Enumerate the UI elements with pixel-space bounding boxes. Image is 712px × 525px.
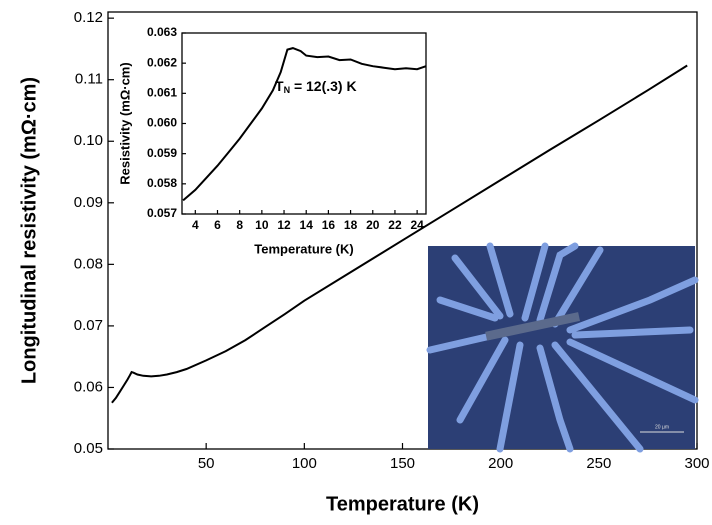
x-tick-label: 8: [236, 218, 243, 232]
y-tick-label: 0.063: [147, 25, 177, 39]
data-line: [111, 64, 688, 404]
y-tick-label: 0.09: [74, 194, 103, 211]
x-tick-label: 50: [198, 455, 215, 472]
x-axis-label: Temperature (K): [254, 241, 353, 256]
y-axis-label: Resistivity (mΩ·cm): [117, 62, 132, 184]
x-tick-label: 6: [214, 218, 221, 232]
electrodes: [426, 242, 699, 453]
x-tick-label: 10: [255, 218, 269, 232]
y-tick-label: 0.08: [74, 255, 103, 272]
y-tick-label: 0.061: [147, 86, 177, 100]
data-line: [182, 47, 427, 202]
micrograph: 20 µm: [426, 242, 699, 453]
annotation: TN = 12(.3) K: [275, 78, 357, 96]
y-tick-label: 0.06: [74, 378, 103, 395]
x-tick-label: 100: [292, 455, 317, 472]
plot-frame: [107, 11, 698, 450]
y-tick-label: 0.058: [147, 176, 177, 190]
x-tick-label: 22: [388, 218, 402, 232]
y-tick-label: 0.05: [74, 440, 103, 457]
x-tick-label: 16: [322, 218, 336, 232]
y-tick-label: 0.07: [74, 317, 103, 334]
x-tick-label: 150: [390, 455, 415, 472]
x-tick-label: 20: [366, 218, 380, 232]
annotation-part: T: [275, 78, 284, 94]
y-tick-label: 0.12: [74, 9, 103, 26]
inset-bg: [182, 33, 426, 214]
plot-frame: [181, 32, 427, 215]
x-axis-label: Temperature (K): [326, 493, 479, 515]
y-tick-label: 0.059: [147, 146, 177, 160]
annotation-part: N: [284, 85, 291, 95]
x-tick-label: 4: [192, 218, 199, 232]
y-tick-label: 0.060: [147, 116, 177, 130]
y-tick-label: 0.062: [147, 55, 177, 69]
y-tick-label: 0.057: [147, 206, 177, 220]
x-tick-label: 14: [300, 218, 314, 232]
annotation-part: = 12(.3) K: [290, 78, 357, 94]
scale-label: 20 µm: [655, 424, 669, 430]
y-tick-label: 0.10: [74, 132, 103, 149]
x-tick-label: 18: [344, 218, 358, 232]
x-tick-label: 12: [277, 218, 291, 232]
sample: [485, 312, 580, 341]
x-tick-label: 24: [410, 218, 424, 232]
x-tick-label: 250: [586, 455, 611, 472]
x-tick-label: 200: [488, 455, 513, 472]
y-axis-label: Longitudinal resistivity (mΩ·cm): [18, 77, 40, 384]
y-tick-label: 0.11: [75, 71, 103, 88]
x-tick-label: 300: [684, 455, 709, 472]
